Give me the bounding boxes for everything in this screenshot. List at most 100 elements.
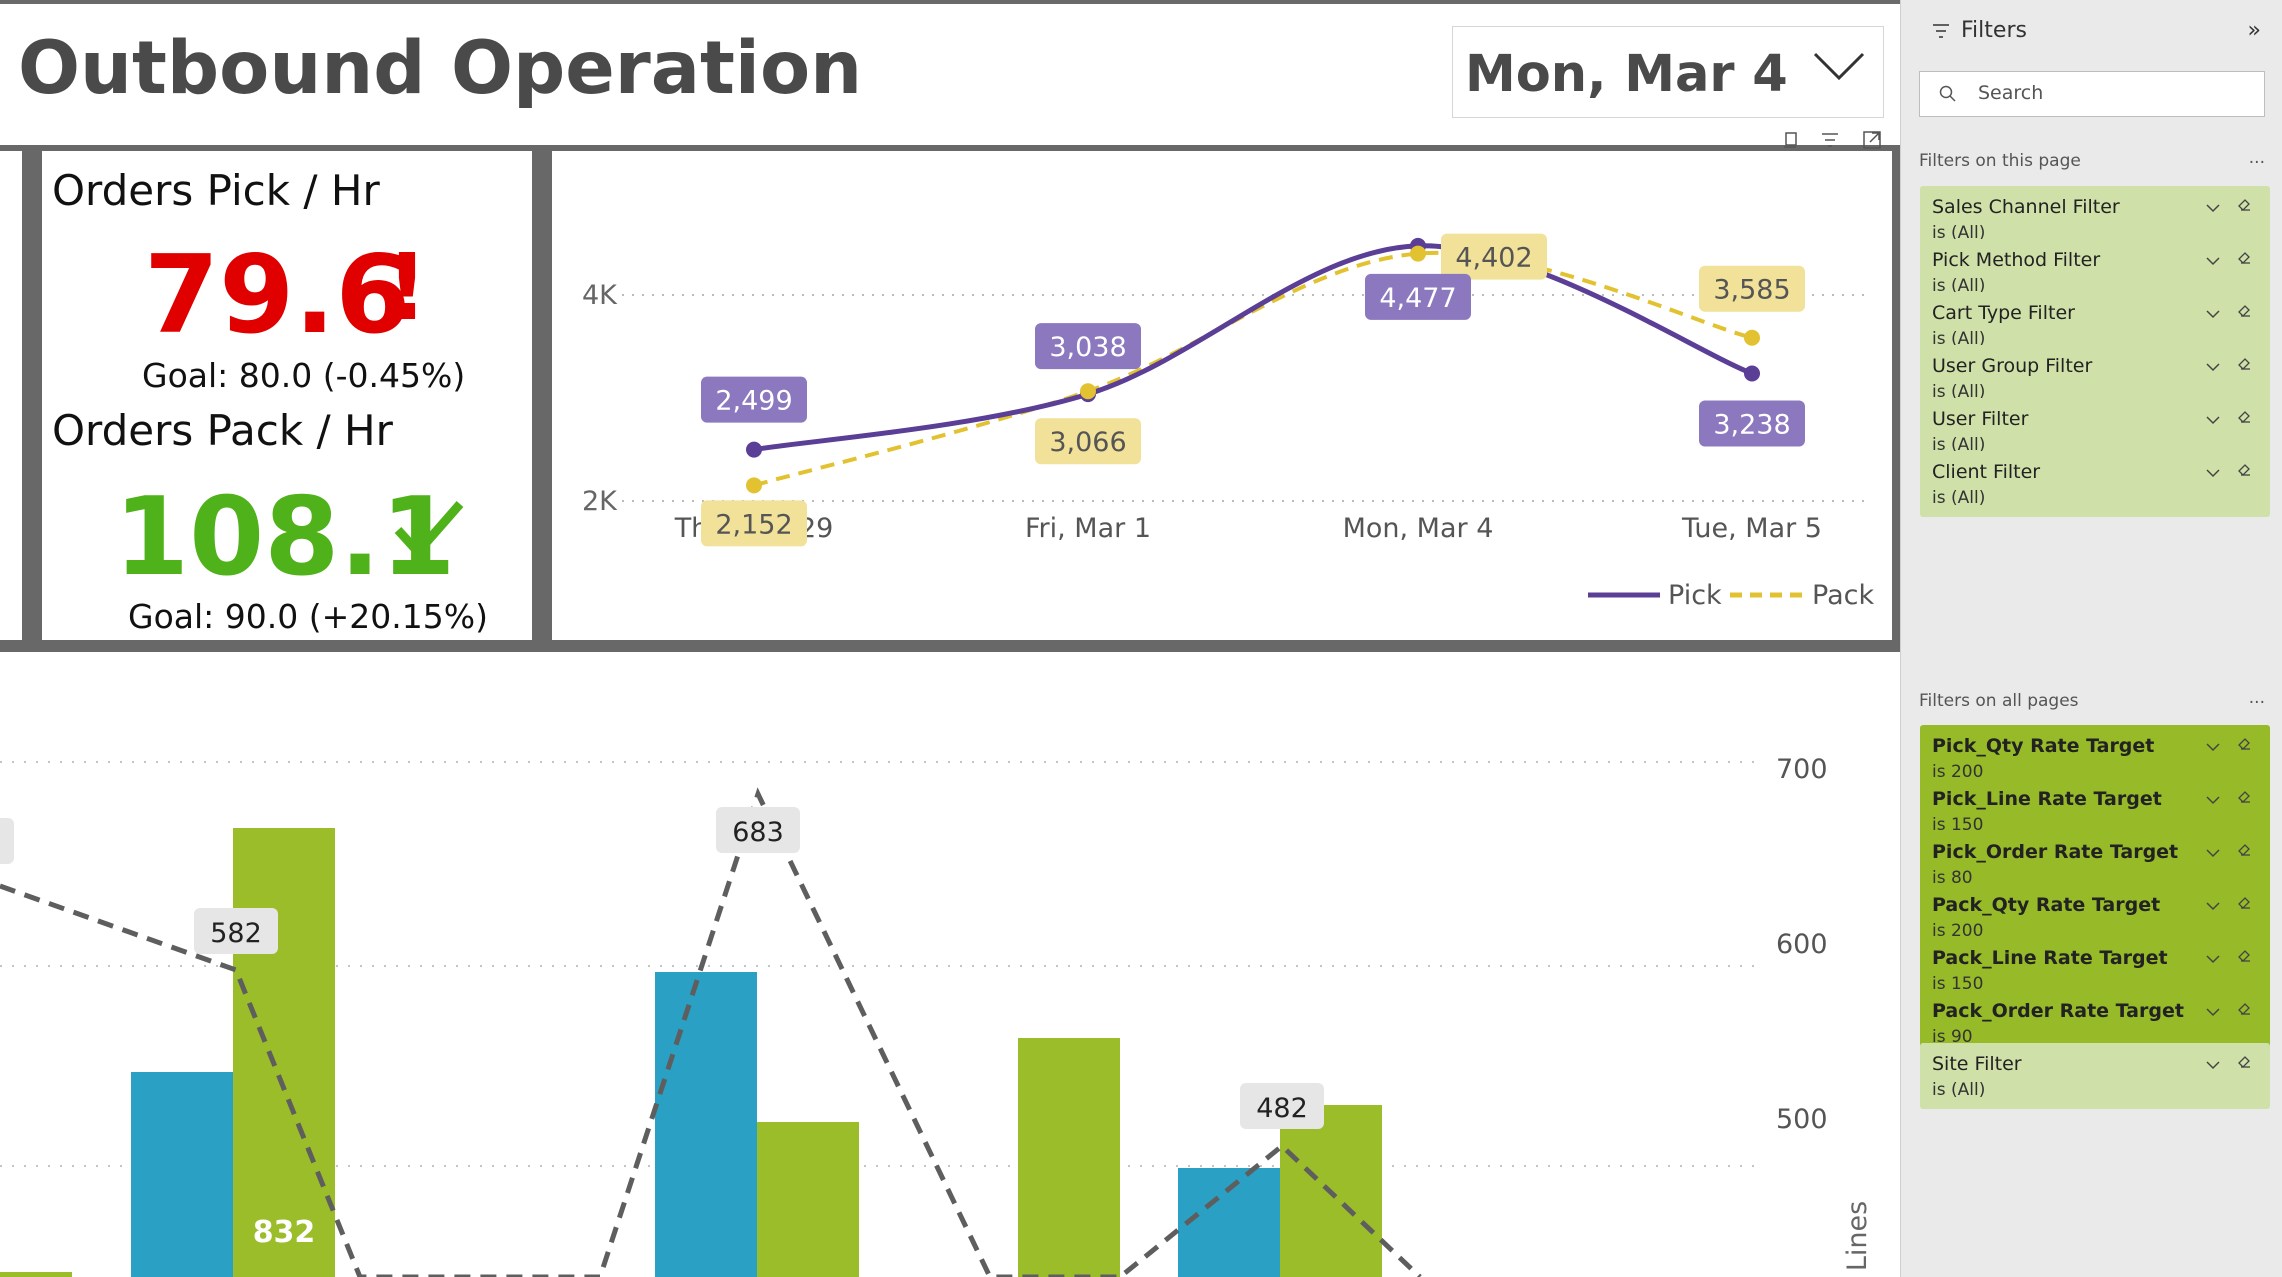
chevron-down-icon[interactable] [2206,198,2220,217]
chevron-down-icon[interactable] [2206,843,2220,862]
checkmark-icon [394,494,464,568]
bar [1018,1038,1120,1277]
filter-card-name: User Filter [1932,408,2029,430]
pack-data-label: 3,585 [1713,275,1790,306]
filter-icon[interactable] [1820,130,1840,154]
chevron-down-icon[interactable] [2206,357,2220,376]
filters-pane: Filters » Search Filters on this page ..… [1900,0,2282,1277]
more-options-icon[interactable]: ... [2248,148,2265,168]
y2-axis-title: Lines [1842,1201,1873,1271]
kpi-pick-value: 79.6 [144,233,411,358]
pick-data-label: 4,477 [1379,283,1456,314]
line-data-label-bg [0,818,14,864]
filter-card-name: User Group Filter [1932,355,2093,377]
search-icon [1938,84,1958,108]
panel-border-mid [532,151,552,640]
collapse-pane-icon[interactable]: » [2247,18,2261,43]
more-options-icon[interactable]: ... [2248,688,2265,708]
pick-data-label-bg [1035,323,1141,370]
y-tick-label: 2K [582,486,618,517]
kpi-pick-goal: Goal: 80.0 (-0.45%) [142,356,466,395]
chevron-down-icon[interactable] [2206,737,2220,756]
eraser-icon[interactable] [2236,947,2252,967]
legend-pick-label: Pick [1668,580,1722,611]
eraser-icon[interactable] [2236,408,2252,428]
eraser-icon[interactable] [2236,841,2252,861]
eraser-icon[interactable] [2236,894,2252,914]
chevron-down-icon[interactable] [2206,304,2220,323]
y-tick-label: 4K [582,280,618,311]
search-placeholder: Search [1978,82,2044,104]
filter-card[interactable]: Site Filter is (All) [1920,1043,2270,1109]
kpi-pack-label: Orders Pack / Hr [52,406,393,455]
filter-card[interactable]: Client Filter is (All) [1920,451,2270,517]
filters-all-section-title: Filters on all pages [1919,691,2079,711]
pack-series-line [753,250,1753,488]
filter-card-value: is (All) [1932,1080,1986,1100]
bar [233,828,335,1277]
pack-data-point [746,477,762,494]
date-slicer-dropdown[interactable]: Mon, Mar 4 [1452,26,1884,118]
filters-page-section-title: Filters on this page [1919,151,2081,171]
filter-card-name: Pick_Order Rate Target [1932,841,2179,863]
y2-tick-label: 700 [1776,754,1828,785]
lines-series-line [0,787,1422,1277]
lines-combo-chart: 700 600 500 Lines 832 582 683 482 [0,754,1873,1277]
section-divider-top [0,145,1900,151]
filter-card-name: Sales Channel Filter [1932,196,2120,218]
pick-data-label-bg [1699,400,1805,447]
bar [131,1072,233,1277]
pick-data-label: 3,038 [1049,332,1126,363]
focus-mode-icon[interactable] [1862,130,1882,154]
eraser-icon[interactable] [2236,249,2252,269]
pick-data-point [1744,365,1760,382]
pack-data-label-bg [1441,233,1547,280]
filter-card-value: is (All) [1932,223,1986,243]
kpi-pick-label: Orders Pick / Hr [52,166,380,215]
eraser-icon[interactable] [2236,196,2252,216]
eraser-icon[interactable] [2236,1000,2252,1020]
chevron-down-icon[interactable] [2206,896,2220,915]
chevron-down-icon[interactable] [2206,251,2220,270]
pick-data-point [746,441,762,458]
x-tick-label: Mon, Mar 4 [1343,513,1494,544]
filter-card-value: is 150 [1932,815,1984,835]
eraser-icon[interactable] [2236,1053,2252,1073]
pack-data-point [1410,245,1426,262]
pack-data-label: 3,066 [1049,427,1126,458]
pack-data-point [1744,329,1760,346]
bar [757,1122,859,1277]
filter-card-value: is (All) [1932,382,1986,402]
bar [655,972,757,1277]
copy-icon[interactable] [1782,130,1802,154]
line-data-label: 683 [732,817,784,848]
eraser-icon[interactable] [2236,302,2252,322]
filter-card-name: Pick_Line Rate Target [1932,788,2162,810]
chevron-down-icon[interactable] [1813,51,1865,85]
chevron-down-icon[interactable] [2206,410,2220,429]
chevron-down-icon[interactable] [2206,1055,2220,1074]
y2-tick-label: 500 [1776,1104,1828,1135]
filter-card-name: Pack_Line Rate Target [1932,947,2168,969]
pack-data-label: 2,152 [715,509,792,540]
eraser-icon[interactable] [2236,355,2252,375]
eraser-icon[interactable] [2236,461,2252,481]
bar [1178,1168,1280,1277]
eraser-icon[interactable] [2236,735,2252,755]
kpi-pack-goal: Goal: 90.0 (+20.15%) [128,597,488,636]
pack-data-point [1080,383,1096,400]
bar [0,1272,72,1277]
chevron-down-icon[interactable] [2206,949,2220,968]
filter-card-name: Cart Type Filter [1932,302,2075,324]
filters-search-input[interactable]: Search [1919,71,2265,117]
chevron-down-icon[interactable] [2206,463,2220,482]
chevron-down-icon[interactable] [2206,1002,2220,1021]
eraser-icon[interactable] [2236,788,2252,808]
pack-data-label-bg [1699,265,1805,312]
kpi-card: Orders Pick / Hr 79.6 ! Goal: 80.0 (-0.4… [42,156,532,640]
pick-data-label-bg [701,376,807,423]
x-tick-label: Tue, Mar 5 [1681,513,1822,544]
chevron-down-icon[interactable] [2206,790,2220,809]
filter-card-value: is (All) [1932,329,1986,349]
y2-tick-label: 600 [1776,929,1828,960]
